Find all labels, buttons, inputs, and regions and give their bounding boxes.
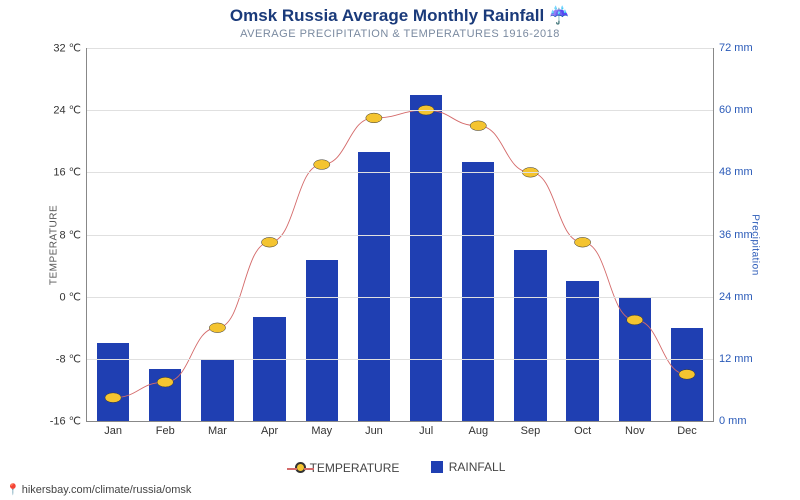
- y-tick-left: 32 ℃: [53, 42, 87, 55]
- temperature-path: [113, 110, 687, 398]
- y-tick-left: -8 ℃: [56, 352, 87, 365]
- y-tick-left: -16 ℃: [50, 415, 87, 428]
- temperature-marker: [157, 377, 173, 387]
- y-tick-right: 36 mm: [713, 229, 753, 241]
- y-tick-left: 8 ℃: [59, 228, 87, 241]
- y-tick-right: 12 mm: [713, 353, 753, 365]
- y-tick-right: 72 mm: [713, 42, 753, 54]
- chart-title: Omsk Russia Average Monthly Rainfall ☔: [0, 6, 800, 26]
- x-tick: Sep: [521, 421, 541, 437]
- x-tick: Mar: [208, 421, 227, 437]
- circle-marker-icon: [295, 462, 306, 473]
- x-tick: Apr: [261, 421, 278, 437]
- temperature-marker: [261, 237, 277, 247]
- plot-region: JanFebMarAprMayJunJulAugSepOctNovDec -16…: [86, 48, 714, 422]
- y-tick-right: 48 mm: [713, 166, 753, 178]
- x-tick: Dec: [677, 421, 697, 437]
- y-tick-left: 16 ℃: [53, 166, 87, 179]
- source-url: hikersbay.com/climate/russia/omsk: [22, 484, 192, 496]
- legend-rainfall-label: RAINFALL: [449, 460, 506, 474]
- legend-temperature-label: TEMPERATURE: [310, 461, 400, 475]
- y-tick-right: 24 mm: [713, 291, 753, 303]
- legend: TEMPERATURE RAINFALL: [0, 460, 800, 476]
- y-axis-right-label: Precipitation: [750, 214, 761, 276]
- x-tick: Jan: [104, 421, 122, 437]
- temperature-marker: [314, 160, 330, 170]
- x-tick: Aug: [468, 421, 488, 437]
- temperature-marker: [574, 237, 590, 247]
- chart-subtitle: AVERAGE PRECIPITATION & TEMPERATURES 191…: [0, 28, 800, 40]
- legend-rainfall: RAINFALL: [431, 460, 506, 474]
- temperature-marker: [679, 370, 695, 380]
- x-tick: Jul: [419, 421, 433, 437]
- temperature-marker: [470, 121, 486, 131]
- temperature-marker: [627, 315, 643, 325]
- square-icon: [431, 461, 443, 473]
- legend-temperature: TEMPERATURE: [295, 461, 400, 475]
- x-tick: Nov: [625, 421, 645, 437]
- y-tick-left: 24 ℃: [53, 104, 87, 117]
- y-tick-right: 60 mm: [713, 104, 753, 116]
- y-tick-right: 0 mm: [713, 415, 747, 427]
- pin-icon: 📍: [6, 484, 20, 496]
- x-tick: Oct: [574, 421, 591, 437]
- temperature-marker: [366, 113, 382, 123]
- temperature-marker: [105, 393, 121, 403]
- x-tick: May: [311, 421, 332, 437]
- temperature-marker: [209, 323, 225, 333]
- x-tick: Feb: [156, 421, 175, 437]
- y-tick-left: 0 ℃: [59, 290, 87, 303]
- chart-area: TEMPERATURE Precipitation JanFebMarAprMa…: [28, 48, 772, 442]
- x-tick: Jun: [365, 421, 383, 437]
- source-footer: 📍hikersbay.com/climate/russia/omsk: [6, 483, 191, 496]
- y-axis-left-label: TEMPERATURE: [49, 205, 60, 285]
